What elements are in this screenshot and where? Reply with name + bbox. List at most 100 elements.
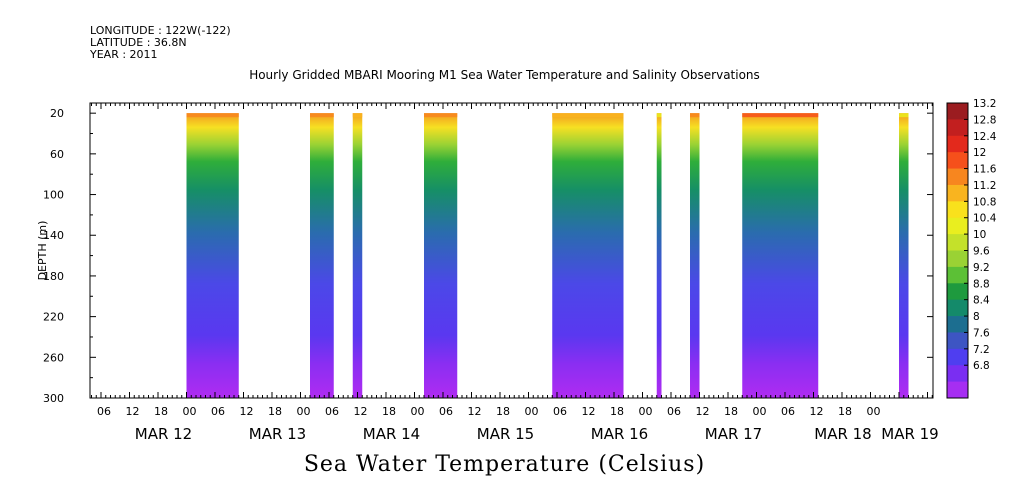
data-segment: [424, 113, 458, 398]
data-segment: [742, 113, 819, 398]
x-day-label: MAR 13: [249, 425, 306, 443]
colorbar-swatch: [947, 152, 968, 170]
segment-surface-band: [186, 113, 239, 118]
x-day-label: MAR 16: [591, 425, 648, 443]
colorbar-swatch: [947, 250, 968, 268]
colorbar-swatch: [947, 266, 968, 284]
x-hour-tick-label: 00: [297, 405, 311, 418]
x-hour-tick-label: 18: [382, 405, 396, 418]
data-segment: [186, 113, 239, 398]
segment-surface-band: [424, 113, 458, 118]
colorbar-tick-label: 8.4: [973, 295, 990, 307]
segment-surface-band: [742, 113, 819, 118]
x-hour-tick-label: 06: [325, 405, 339, 418]
x-hour-tick-label: 12: [696, 405, 710, 418]
data-segment: [352, 113, 363, 398]
colorbar-swatch: [947, 283, 968, 301]
x-hour-tick-label: 06: [97, 405, 111, 418]
x-hour-tick-label: 00: [183, 405, 197, 418]
x-hour-tick-label: 12: [468, 405, 482, 418]
x-hour-tick-label: 00: [753, 405, 767, 418]
x-day-label: MAR 17: [705, 425, 762, 443]
colorbar-tick-label: 8: [973, 311, 980, 323]
x-hour-tick-label: 00: [639, 405, 653, 418]
y-tick-label: 300: [43, 392, 64, 405]
x-day-label: MAR 14: [363, 425, 420, 443]
colorbar-swatch: [947, 365, 968, 383]
data-segment: [690, 113, 700, 398]
colorbar-tick-label: 11.6: [973, 164, 997, 176]
x-day-label: MAR 15: [477, 425, 534, 443]
colorbar-swatch: [947, 119, 968, 137]
colorbar-caption: Sea Water Temperature (Celsius): [303, 452, 706, 477]
y-tick-label: 180: [43, 270, 64, 283]
x-hour-tick-label: 12: [240, 405, 254, 418]
colorbar-swatch: [947, 299, 968, 317]
data-segment: [552, 113, 624, 398]
colorbar-swatch: [947, 201, 968, 219]
y-axis-label: DEPTH (m): [36, 221, 49, 281]
x-hour-tick-label: 12: [582, 405, 596, 418]
colorbar-swatch: [947, 103, 968, 120]
colorbar-swatch: [947, 217, 968, 235]
chart-title: Hourly Gridded MBARI Mooring M1 Sea Wate…: [249, 68, 760, 82]
y-tick-label: 60: [50, 148, 64, 161]
plot-frame: [89, 102, 934, 399]
colorbar-tick-label: 9.2: [973, 262, 990, 274]
segment-surface-band: [310, 113, 334, 118]
colorbar-tick-label: 10.8: [973, 196, 996, 208]
y-tick-label: 220: [43, 311, 64, 324]
colorbar-tick-label: 7.2: [973, 344, 990, 356]
segment-surface-band: [352, 113, 363, 118]
data-segment: [899, 113, 909, 398]
x-hour-tick-label: 06: [553, 405, 567, 418]
colorbar-tick-label: 8.8: [973, 278, 990, 290]
colorbar-swatch: [947, 135, 968, 153]
x-hour-tick-label: 18: [610, 405, 624, 418]
x-hour-tick-label: 00: [411, 405, 425, 418]
x-day-label: MAR 18: [814, 425, 871, 443]
x-hour-tick-label: 06: [211, 405, 225, 418]
colorbar-tick-label: 12.4: [973, 131, 997, 143]
segment-surface-band: [690, 113, 700, 118]
colorbar-tick-label: 11.2: [973, 180, 996, 192]
x-hour-tick-label: 00: [525, 405, 539, 418]
x-hour-tick-label: 06: [781, 405, 795, 418]
colorbar-tick-label: 13.2: [973, 98, 996, 110]
x-hour-tick-label: 06: [667, 405, 681, 418]
x-hour-tick-label: 18: [724, 405, 738, 418]
colorbar-tick-label: 6.8: [973, 360, 990, 372]
colorbar-tick-label: 12: [973, 147, 986, 159]
latitude-label: LATITUDE : 36.8N: [90, 36, 187, 49]
colorbar-swatch: [947, 381, 968, 399]
colorbar-swatch: [947, 332, 968, 350]
x-minor-ticks: [91, 103, 933, 398]
x-day-label: MAR 12: [135, 425, 192, 443]
data-segment: [310, 113, 334, 398]
x-hour-tick-label: 00: [867, 405, 881, 418]
x-hour-tick-label: 12: [126, 405, 140, 418]
colorbar-swatch: [947, 348, 968, 366]
colorbar-tick-label: 10: [973, 229, 986, 241]
longitude-label: LONGITUDE : 122W(-122): [90, 24, 231, 37]
y-tick-label: 20: [50, 107, 64, 120]
x-hour-tick-label: 18: [496, 405, 510, 418]
x-hour-tick-label: 18: [154, 405, 168, 418]
segment-surface-band: [899, 113, 909, 118]
colorbar-swatch: [947, 234, 968, 251]
segment-surface-band: [552, 113, 624, 118]
x-hour-tick-label: 06: [439, 405, 453, 418]
colorbar-swatch: [947, 316, 968, 333]
colorbar-tick-label: 7.6: [973, 327, 990, 339]
colorbar-swatch: [947, 184, 968, 202]
data-segment: [656, 113, 662, 398]
year-label: YEAR : 2011: [90, 48, 158, 61]
colorbar-tick-label: 10.4: [973, 213, 997, 225]
colorbar-tick-label: 12.8: [973, 114, 996, 126]
colorbar-tick-label: 9.6: [973, 246, 990, 258]
segment-surface-band: [656, 113, 662, 118]
colorbar-swatch: [947, 168, 968, 186]
x-hour-tick-label: 12: [810, 405, 824, 418]
x-hour-tick-label: 12: [354, 405, 368, 418]
